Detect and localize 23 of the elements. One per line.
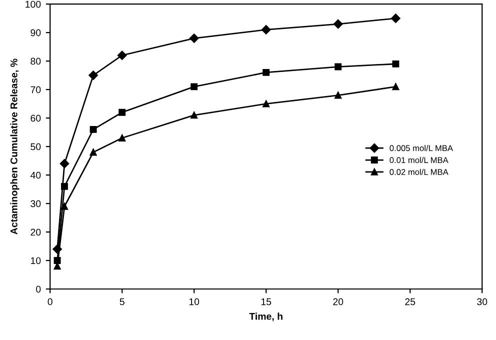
x-tick-label: 5 [120, 298, 124, 306]
y-tick-label: 90 [30, 29, 41, 36]
y-tick-label: 40 [30, 172, 41, 179]
y-axis-title: Actaminophen Cumulative Release, % [10, 58, 20, 234]
legend-label: 0.02 mol/L MBA [390, 168, 448, 175]
legend-label: 0.005 mol/L MBA [390, 144, 453, 152]
x-tick-label: 0 [48, 298, 52, 306]
x-tick-label: 20 [333, 298, 344, 306]
x-tick-label: 10 [189, 298, 200, 306]
y-tick-label: 80 [30, 58, 41, 65]
y-tick-label: 30 [30, 200, 41, 208]
y-tick-label: 100 [26, 0, 41, 8]
y-tick-label: 0 [36, 286, 41, 293]
y-tick-label: 70 [30, 86, 41, 94]
x-tick-label: 30 [477, 298, 488, 306]
y-tick-label: 50 [30, 143, 41, 150]
x-tick-label: 15 [261, 298, 272, 306]
y-tick-label: 20 [30, 228, 41, 236]
x-tick-label: 25 [405, 298, 416, 306]
y-tick-label: 60 [30, 114, 41, 122]
y-tick-label: 10 [30, 257, 41, 264]
x-axis-title: Time, h [249, 312, 282, 322]
legend-label: 0.01 mol/L MBA [390, 156, 448, 164]
